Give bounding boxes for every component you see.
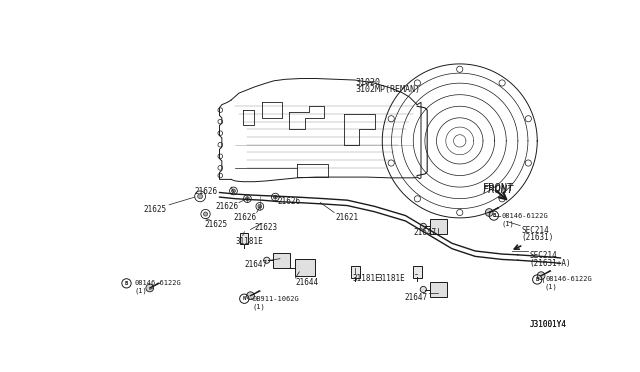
Text: 21625: 21625 — [204, 220, 227, 229]
Text: 21626: 21626 — [234, 212, 257, 221]
Circle shape — [246, 197, 250, 201]
Circle shape — [273, 195, 277, 199]
Text: 31181E: 31181E — [235, 237, 263, 246]
Text: B: B — [536, 277, 539, 282]
Circle shape — [420, 223, 426, 230]
Text: 21647: 21647 — [244, 260, 268, 269]
Text: FRONT: FRONT — [483, 185, 515, 195]
Text: N: N — [243, 296, 246, 301]
Text: (1): (1) — [545, 284, 557, 291]
Text: (1): (1) — [502, 220, 515, 227]
Text: (1): (1) — [134, 288, 147, 294]
Text: 31020: 31020 — [355, 78, 380, 87]
Text: 21647: 21647 — [404, 293, 428, 302]
Bar — [429, 282, 447, 297]
Text: (21631): (21631) — [522, 233, 554, 242]
Text: 08146-6122G: 08146-6122G — [502, 212, 548, 219]
Bar — [351, 266, 360, 278]
Text: 21626: 21626 — [278, 197, 301, 206]
Text: 21647: 21647 — [413, 228, 436, 237]
Circle shape — [146, 284, 154, 292]
Text: 21621: 21621 — [336, 212, 359, 221]
Bar — [241, 233, 248, 244]
Circle shape — [258, 205, 262, 208]
Text: J31001Y4: J31001Y4 — [530, 320, 566, 329]
Bar — [413, 266, 422, 278]
Circle shape — [537, 272, 545, 279]
Text: 21623: 21623 — [254, 223, 278, 232]
Text: 21625: 21625 — [143, 205, 167, 214]
Text: 21626: 21626 — [195, 187, 218, 196]
Text: J31001Y4: J31001Y4 — [530, 320, 566, 329]
Text: (21631+A): (21631+A) — [529, 259, 571, 268]
Text: 21626: 21626 — [216, 202, 239, 212]
Text: SEC214: SEC214 — [522, 225, 550, 235]
Circle shape — [420, 286, 426, 293]
Text: 21644: 21644 — [296, 278, 319, 287]
Bar — [296, 260, 315, 276]
Text: B: B — [492, 213, 495, 218]
Text: B: B — [125, 281, 128, 286]
Circle shape — [204, 212, 207, 216]
Text: 08146-6122G: 08146-6122G — [134, 280, 181, 286]
Circle shape — [485, 209, 493, 217]
Bar — [429, 219, 447, 234]
Text: 08146-6122G: 08146-6122G — [545, 276, 592, 282]
Circle shape — [232, 189, 236, 193]
Text: (1): (1) — [252, 303, 265, 310]
Text: 0B911-1062G: 0B911-1062G — [252, 296, 299, 302]
Text: 31181E: 31181E — [378, 274, 406, 283]
Circle shape — [198, 194, 203, 199]
Text: 31181E: 31181E — [353, 274, 381, 283]
Text: 3102MP(REMAN): 3102MP(REMAN) — [355, 86, 420, 94]
Bar — [273, 253, 290, 268]
Text: SEC214: SEC214 — [529, 251, 557, 260]
Circle shape — [264, 257, 270, 263]
Circle shape — [246, 292, 254, 299]
Text: FRONT: FRONT — [483, 183, 515, 193]
